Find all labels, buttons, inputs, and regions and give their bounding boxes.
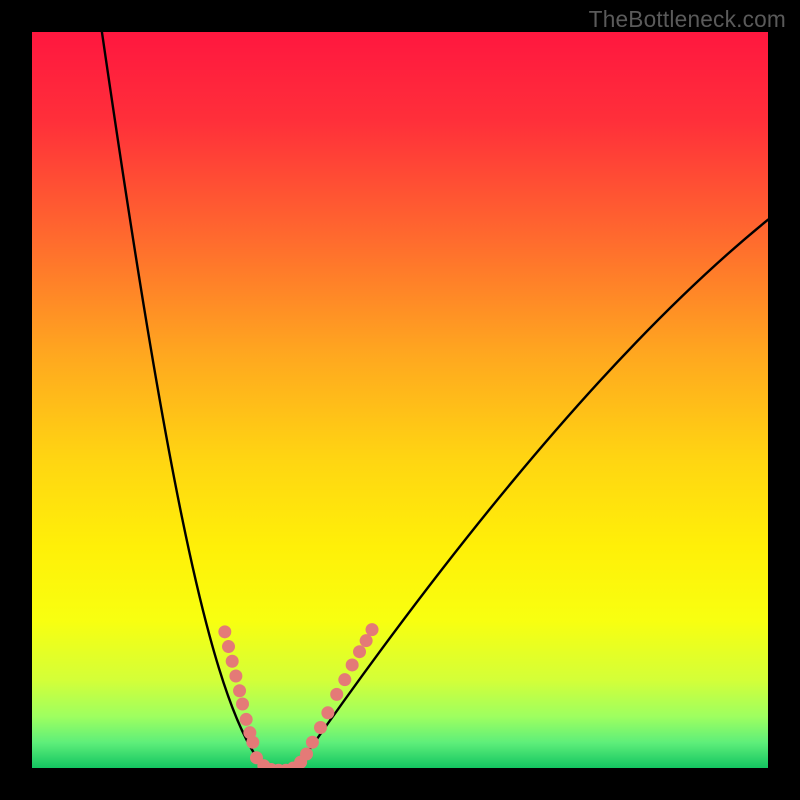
curve-marker xyxy=(346,658,359,671)
curve-marker xyxy=(226,655,239,668)
watermark-text: TheBottleneck.com xyxy=(589,6,786,33)
plot-area xyxy=(32,32,768,768)
curve-marker xyxy=(314,721,327,734)
curve-marker xyxy=(300,748,313,761)
curve-marker xyxy=(236,697,249,710)
bottleneck-curve xyxy=(102,32,768,768)
curve-marker xyxy=(246,736,259,749)
curve-marker xyxy=(330,688,343,701)
curve-marker xyxy=(338,673,351,686)
curve-marker xyxy=(321,706,334,719)
curve-layer xyxy=(32,32,768,768)
curve-marker xyxy=(366,623,379,636)
curve-marker xyxy=(353,645,366,658)
curve-marker xyxy=(360,634,373,647)
curve-marker xyxy=(306,736,319,749)
curve-marker xyxy=(218,625,231,638)
marker-group xyxy=(218,623,378,768)
chart-frame: TheBottleneck.com xyxy=(0,0,800,800)
curve-marker xyxy=(229,670,242,683)
curve-marker xyxy=(233,684,246,697)
curve-marker xyxy=(240,713,253,726)
curve-marker xyxy=(222,640,235,653)
